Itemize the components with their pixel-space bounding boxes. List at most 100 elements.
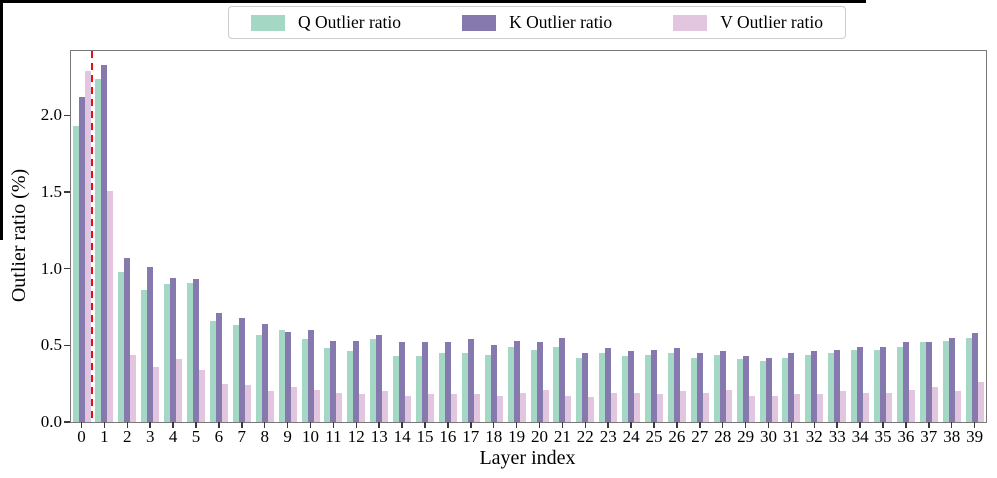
x-tick-label: 9 <box>283 427 292 446</box>
x-tick-mark <box>218 422 220 428</box>
x-tick-mark <box>813 422 816 428</box>
x-tick-mark <box>355 422 358 428</box>
bar-k-layer-39 <box>971 333 978 422</box>
bar-k-layer-20 <box>536 342 543 422</box>
x-tick-label: 33 <box>828 427 846 446</box>
bar-k-layer-11 <box>330 340 337 422</box>
bar-v-layer-26 <box>679 391 686 422</box>
bar-q-layer-12 <box>347 351 354 422</box>
bar-k-layer-17 <box>467 339 474 422</box>
x-tick-mark <box>699 422 701 428</box>
bar-v-layer-15 <box>428 394 434 422</box>
x-axis-label: Layer index <box>479 447 576 469</box>
x-tick-mark <box>950 422 953 428</box>
x-tick-mark <box>790 422 793 428</box>
x-tick-label: 12 <box>347 427 365 446</box>
legend: Q Outlier ratio K Outlier ratio V Outlie… <box>228 6 846 39</box>
y-axis-label: Outlier ratio (%) <box>8 168 30 303</box>
x-tick-mark <box>172 422 174 428</box>
bar-q-layer-24 <box>622 356 629 422</box>
x-tick-mark <box>241 422 243 428</box>
x-tick-label: 1 <box>100 427 109 446</box>
x-tick-mark <box>424 422 426 428</box>
bar-k-layer-32 <box>811 351 818 422</box>
window-edge-top <box>0 0 866 3</box>
y-tick-label: 1.0 <box>40 258 62 278</box>
bar-k-layer-18 <box>490 345 497 422</box>
bar-k-layer-26 <box>673 348 680 422</box>
x-tick-label: 24 <box>622 427 640 446</box>
bar-q-layer-6 <box>209 320 216 422</box>
bar-v-layer-30 <box>771 395 778 422</box>
x-tick-label: 20 <box>531 427 548 446</box>
x-tick-mark <box>905 422 907 428</box>
bar-v-layer-18 <box>496 395 503 422</box>
x-tick-label: 25 <box>645 427 663 446</box>
bar-v-layer-25 <box>657 394 663 422</box>
bar-q-layer-37 <box>919 342 926 422</box>
bar-k-layer-30 <box>765 357 772 422</box>
bar-q-layer-34 <box>851 349 858 422</box>
bar-k-layer-9 <box>284 331 291 422</box>
bar-q-layer-11 <box>324 348 331 422</box>
y-tick-mark <box>64 344 70 347</box>
x-tick-mark <box>721 422 724 428</box>
x-tick-label: 30 <box>760 427 777 446</box>
bar-k-layer-13 <box>376 334 383 422</box>
bar-k-layer-2 <box>124 257 131 422</box>
bar-q-layer-1 <box>95 78 102 422</box>
bar-v-layer-12 <box>359 394 366 422</box>
bar-q-layer-15 <box>416 356 422 422</box>
x-tick-label: 2 <box>123 427 132 446</box>
legend-label-k: K Outlier ratio <box>509 12 613 32</box>
bar-v-layer-3 <box>153 366 160 422</box>
bar-k-layer-19 <box>513 340 520 422</box>
bar-q-layer-21 <box>553 346 560 422</box>
legend-item-v: V Outlier ratio <box>673 12 823 33</box>
bar-v-layer-16 <box>450 394 457 422</box>
y-tick-label: 0.0 <box>40 412 62 431</box>
bar-v-layer-2 <box>130 354 137 422</box>
bar-q-layer-3 <box>141 290 148 422</box>
bar-q-layer-16 <box>438 353 445 422</box>
bar-k-layer-4 <box>170 277 177 422</box>
x-tick-label: 5 <box>191 427 201 446</box>
bar-q-layer-19 <box>507 346 514 422</box>
legend-item-k: K Outlier ratio <box>462 12 612 33</box>
bar-k-layer-0 <box>78 97 85 422</box>
bar-k-layer-23 <box>605 348 612 422</box>
y-tick-label: 0.5 <box>40 335 62 355</box>
bar-v-layer-5 <box>199 369 205 422</box>
y-tick-mark <box>64 114 70 117</box>
bar-v-layer-0 <box>84 70 91 422</box>
x-tick-mark <box>767 422 770 428</box>
bar-v-layer-6 <box>221 383 228 422</box>
bar-q-layer-33 <box>828 353 835 422</box>
x-tick-label: 15 <box>416 427 434 446</box>
reference-vline <box>90 51 93 422</box>
x-tick-mark <box>973 422 976 428</box>
y-tick-mark <box>64 267 70 270</box>
bar-v-layer-8 <box>267 391 274 422</box>
bar-k-layer-36 <box>902 342 909 422</box>
bar-k-layer-3 <box>147 267 154 422</box>
bar-q-layer-31 <box>782 357 789 422</box>
bar-q-layer-22 <box>576 357 583 422</box>
bar-q-layer-29 <box>736 359 743 422</box>
x-tick-label: 21 <box>553 427 571 446</box>
x-tick-mark <box>263 422 266 428</box>
bar-k-layer-10 <box>307 330 314 422</box>
plot-area: 0.0 0.5 1.0 1.5 2.0 0 1 2 3 4 5 6 7 8 9 10 11 12 13 14 15 16 1… <box>41 50 987 446</box>
bar-v-layer-23 <box>611 392 618 422</box>
x-tick-label: 26 <box>668 427 686 446</box>
x-tick-mark <box>607 422 609 428</box>
x-tick-mark <box>126 422 129 428</box>
bar-q-layer-38 <box>942 340 949 422</box>
bar-q-layer-26 <box>667 353 674 422</box>
x-tick-label: 17 <box>462 427 480 446</box>
x-tick-label: 35 <box>874 427 892 446</box>
bar-v-layer-17 <box>473 394 480 422</box>
x-tick-mark <box>515 422 518 428</box>
bar-k-layer-22 <box>582 353 589 422</box>
x-tick-mark <box>676 422 678 428</box>
